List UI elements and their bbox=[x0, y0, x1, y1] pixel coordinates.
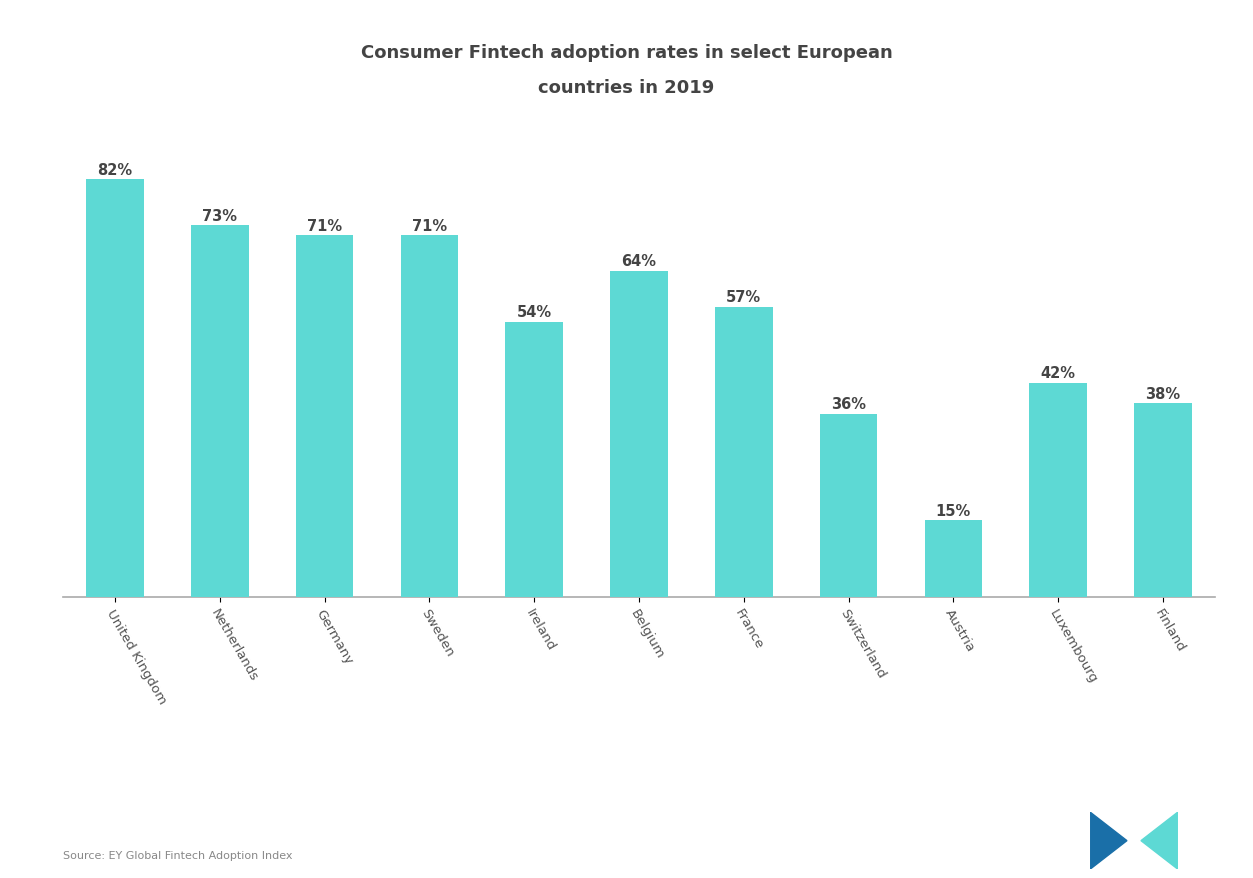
Bar bbox=[505, 322, 563, 597]
Text: 82%: 82% bbox=[98, 162, 133, 177]
Text: Source: EY Global Fintech Adoption Index: Source: EY Global Fintech Adoption Index bbox=[63, 851, 292, 860]
Text: 36%: 36% bbox=[831, 397, 866, 412]
Text: 42%: 42% bbox=[1041, 366, 1076, 381]
Text: 73%: 73% bbox=[202, 208, 237, 223]
Text: Consumer Fintech adoption rates in select European: Consumer Fintech adoption rates in selec… bbox=[361, 44, 892, 61]
Polygon shape bbox=[1090, 812, 1126, 869]
Bar bbox=[1030, 384, 1088, 597]
Bar bbox=[610, 271, 668, 597]
Text: 71%: 71% bbox=[412, 219, 447, 234]
Text: 54%: 54% bbox=[516, 305, 551, 320]
Bar bbox=[715, 307, 773, 597]
Text: countries in 2019: countries in 2019 bbox=[539, 79, 714, 97]
Bar bbox=[819, 414, 877, 597]
Text: 15%: 15% bbox=[936, 503, 971, 518]
Bar bbox=[1134, 404, 1192, 597]
Polygon shape bbox=[1141, 812, 1178, 869]
Bar bbox=[925, 521, 982, 597]
Text: 71%: 71% bbox=[307, 219, 342, 234]
Bar bbox=[190, 226, 248, 597]
Bar bbox=[86, 180, 144, 597]
Bar bbox=[296, 236, 353, 597]
Text: 64%: 64% bbox=[621, 255, 657, 270]
Text: 57%: 57% bbox=[727, 290, 762, 305]
Bar bbox=[401, 236, 459, 597]
Text: 38%: 38% bbox=[1145, 386, 1180, 401]
